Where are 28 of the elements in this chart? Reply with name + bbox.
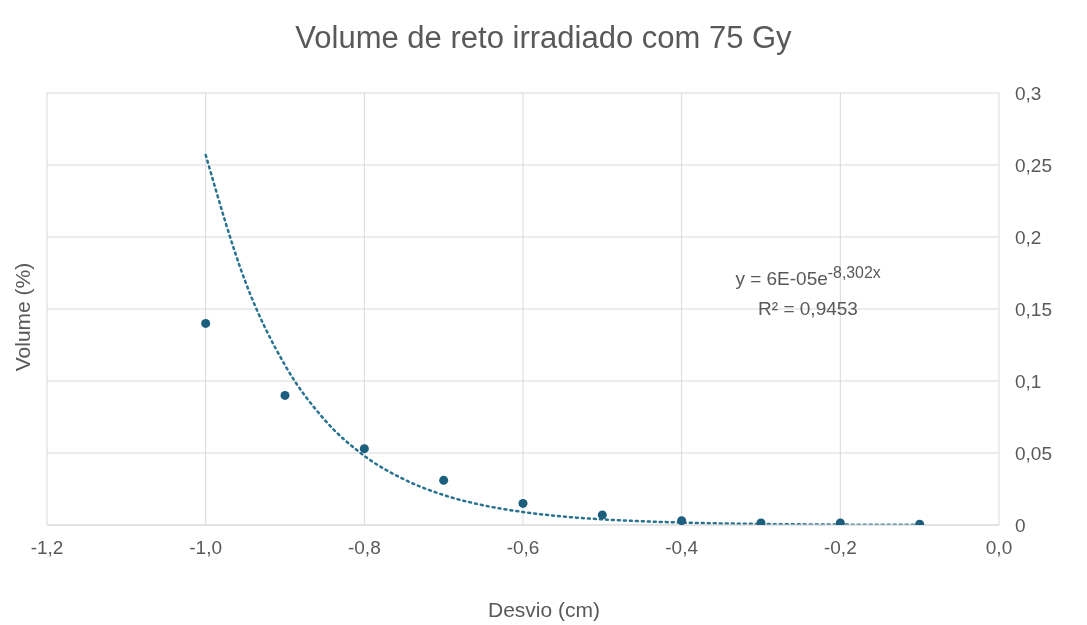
x-axis-title: Desvio (cm) (488, 598, 601, 622)
y-tick-label: 0,2 (1015, 226, 1042, 248)
point (359, 444, 369, 454)
x-tick-label: -0,8 (347, 537, 381, 559)
annotation: R² = 0,9453 (757, 297, 859, 322)
point (201, 318, 211, 328)
point (518, 498, 528, 508)
point (835, 518, 845, 525)
y-tick-label: 0,15 (1015, 298, 1052, 320)
annotation: y = 6E-05e$^{-8,302x}$ (734, 263, 882, 292)
x-tick-label: 0,0 (985, 537, 1013, 559)
x-tick-label: -1,0 (189, 537, 223, 559)
y-tick-label: 0,05 (1015, 442, 1052, 464)
y-tick-label: 0,25 (1015, 154, 1052, 176)
y-tick-label: 0,1 (1015, 370, 1042, 392)
point (597, 510, 607, 520)
x-tick-label: -0,2 (823, 537, 857, 559)
x-tick-label: -0,6 (506, 537, 540, 559)
point (280, 390, 290, 400)
point (756, 518, 766, 525)
y-axis-title: Volume (%) (11, 262, 35, 372)
x-tick-label: -1,2 (30, 537, 64, 559)
y-tick-label: 0 (1015, 514, 1026, 536)
point (677, 516, 687, 525)
x-tick-label: -0,4 (665, 537, 699, 559)
chart-title: Volume de reto irradiado com 75 Gy (294, 19, 793, 57)
y-tick-label: 0,3 (1015, 82, 1042, 104)
point (439, 475, 449, 485)
